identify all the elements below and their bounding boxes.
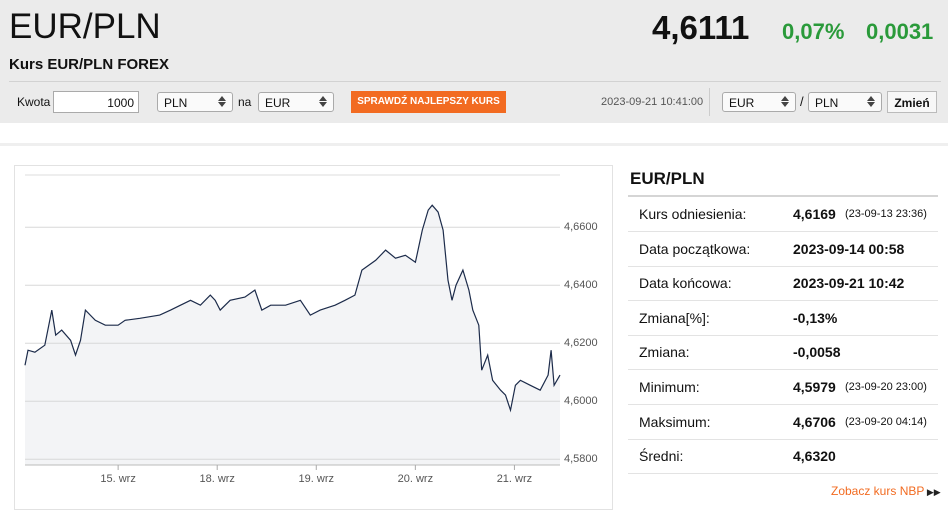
divider — [9, 81, 941, 82]
stats-note: (23-09-20 23:00) — [845, 381, 927, 393]
stats-title: EUR/PLN — [630, 169, 705, 188]
stats-note: (23-09-20 04:14) — [845, 415, 927, 428]
x-tick-label: 21. wrz — [497, 473, 532, 485]
timestamp: 2023-09-21 10:41:00 — [601, 96, 704, 108]
stats-value: 4,5979 — [793, 379, 836, 395]
na-label: na — [238, 95, 252, 109]
stats-label: Data początkowa: — [639, 240, 751, 257]
rate: 4,6111 — [652, 9, 750, 46]
stats-label: Kurs odniesienia: — [639, 206, 747, 222]
subtitle: Kurs EUR/PLN FOREX — [9, 56, 170, 73]
vdivider — [709, 88, 710, 116]
nbp-link-text[interactable]: Zobacz kurs NBP — [831, 484, 925, 498]
stats-label: Minimum: — [639, 379, 700, 395]
from-select[interactable]: PLN — [157, 92, 233, 112]
band — [0, 123, 948, 146]
best-rate-button[interactable]: SPRAWDŹ NAJLEPSZY KURS — [351, 91, 506, 113]
stats-row: Zmiana[%]: -0,13% — [628, 301, 938, 336]
stats-row: Data początkowa: 2023-09-14 00:58 — [628, 232, 938, 267]
stats-label: Średni: — [639, 448, 684, 465]
stats-value: -0,13% — [793, 309, 838, 326]
change: 0,0031 — [866, 19, 934, 44]
y-tick-label: 4,6400 — [564, 279, 598, 291]
stats-row: Zmiana: -0,0058 — [628, 335, 938, 371]
stats-label: Data końcowa: — [639, 275, 732, 292]
stats-value: 2023-09-14 00:58 — [793, 240, 905, 257]
to-select[interactable]: EUR — [258, 92, 334, 112]
amount-input[interactable]: 1000 — [53, 91, 139, 113]
y-tick-label: 4,6000 — [564, 395, 598, 407]
y-tick-label: 4,6600 — [564, 221, 598, 233]
stats-underline — [628, 195, 938, 197]
stats-label: Maksimum: — [639, 413, 711, 430]
change-pct: 0,07% — [782, 19, 845, 44]
stats-row: Minimum: 4,5979 (23-09-20 23:00) — [628, 370, 938, 405]
line — [24, 204, 561, 413]
stats-value: 4,6320 — [793, 448, 836, 465]
stats-value: -0,0058 — [793, 344, 841, 361]
chart: 4,5800 4,6000 4,6200 4,6400 4,6600 15. wrz 18.… — [24, 174, 598, 485]
stats-row: Średni: 4,6320 — [628, 439, 938, 475]
pair-to-select[interactable]: PLN — [808, 92, 882, 112]
slash: / — [800, 94, 804, 109]
nbp-link[interactable]: Zobacz kurs NBP ▶▶ — [831, 484, 941, 498]
y-tick-label: 4,6200 — [564, 337, 598, 349]
x-tick-label: 15. wrz — [100, 473, 135, 485]
y-tick-label: 4,5800 — [564, 453, 598, 465]
x-tick-label: 18. wrz — [199, 473, 234, 485]
switch-button[interactable]: Zmień — [887, 91, 937, 113]
stats-value: 2023-09-21 10:42 — [793, 275, 905, 292]
stats-row: Kurs odniesienia: 4,6169 (23-09-13 23:36) — [628, 197, 938, 232]
stats-row: Data końcowa: 2023-09-21 10:42 — [628, 266, 938, 302]
stats-value: 4,6169 — [793, 206, 836, 222]
stats-note: (23-09-13 23:36) — [845, 208, 927, 220]
title: EUR/PLN — [9, 7, 161, 46]
x-tick-label: 20. wrz — [398, 473, 433, 485]
amount-label: Kwota — [17, 95, 51, 109]
arrows: ▶▶ — [924, 487, 941, 497]
stats-label: Zmiana[%]: — [639, 309, 710, 326]
area — [25, 205, 560, 465]
x-tick-label: 19. wrz — [299, 473, 334, 485]
stats-row: Maksimum: 4,6706 (23-09-20 04:14) — [628, 405, 938, 440]
stats-label: Zmiana: — [639, 344, 690, 361]
stats-value: 4,6706 — [793, 413, 836, 430]
pair-from-select[interactable]: EUR — [722, 92, 796, 112]
